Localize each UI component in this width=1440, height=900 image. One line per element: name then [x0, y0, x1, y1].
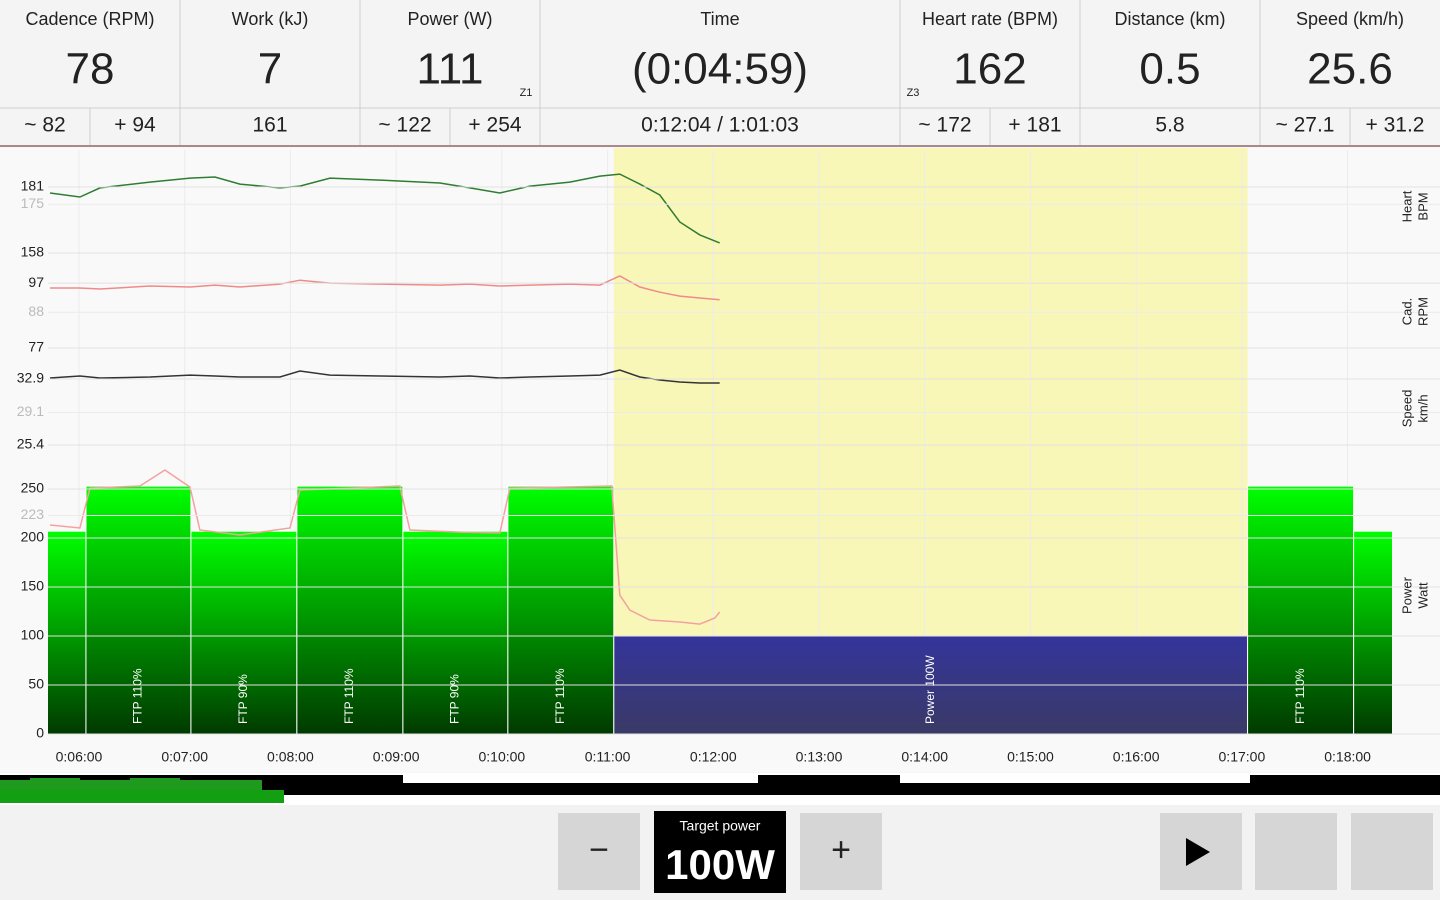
plot: FTP 110% FTP 90% FTP 110% FTP 90% FTP 110% Po… [17, 148, 1440, 765]
interval-bar [48, 530, 87, 735]
metric-value: 0.5 [1139, 45, 1200, 94]
interval-label: Power 100W [923, 655, 937, 724]
interval-label: FTP 90% [236, 674, 250, 724]
x-tick-label: 0:12:00 [690, 749, 737, 765]
y-tick-label: 77 [28, 339, 44, 355]
interval-label: FTP 110% [553, 668, 567, 724]
skip-button[interactable] [1160, 813, 1242, 890]
x-tick-label: 0:15:00 [1007, 749, 1054, 765]
metric-sub: 161 [252, 114, 287, 137]
x-tick-label: 0:10:00 [478, 749, 525, 765]
metric-label: Cadence (RPM) [25, 9, 154, 29]
y-tick-label: 0 [36, 725, 44, 741]
x-tick-label: 0:07:00 [161, 749, 208, 765]
y-tick-label: 250 [21, 480, 45, 496]
interval-label: FTP 110% [1293, 668, 1307, 724]
header-bg [0, 0, 1440, 146]
x-tick-label: 0:08:00 [267, 749, 314, 765]
avg-tick-label: 88 [28, 303, 44, 319]
x-tick-label: 0:06:00 [56, 749, 103, 765]
panel-name: BPM [1415, 192, 1430, 220]
zone-label: Z3 [907, 87, 920, 99]
avg-tick-label: 175 [21, 195, 45, 211]
metric-sub: + 181 [1008, 114, 1061, 137]
progress-bar [0, 773, 1440, 805]
metric-label: Time [700, 9, 739, 29]
stop-button[interactable] [1351, 813, 1433, 890]
metric-value: 7 [258, 45, 282, 94]
metric-sub: 5.8 [1155, 114, 1184, 137]
interval-bar [296, 485, 404, 735]
metric-sub: + 31.2 [1366, 114, 1425, 137]
y-tick-label: 100 [21, 627, 45, 643]
data-line [49, 469, 721, 625]
y-tick-label: 50 [28, 676, 44, 692]
metric-value: 78 [66, 45, 115, 94]
y-tick-label: 150 [21, 578, 45, 594]
metric-sub: + 254 [468, 114, 521, 137]
data-line [49, 173, 720, 244]
x-tick-label: 0:13:00 [796, 749, 843, 765]
data-line [49, 369, 720, 384]
panel-name: km/h [1415, 394, 1430, 422]
interval-label: FTP 110% [342, 668, 356, 724]
metric-label: Distance (km) [1114, 9, 1225, 29]
metric-label: Speed (km/h) [1296, 9, 1404, 29]
metric-sub: ~ 172 [918, 114, 971, 137]
interval-bar [190, 530, 298, 735]
panel-name: Speed [1399, 390, 1414, 428]
avg-tick-label: 29.1 [17, 403, 44, 419]
x-tick-label: 0:17:00 [1219, 749, 1266, 765]
interval-bar [1247, 485, 1355, 735]
panel-name: Cad. [1399, 298, 1414, 325]
x-tick-label: 0:14:00 [901, 749, 948, 765]
metric-sub: ~ 27.1 [1276, 114, 1335, 137]
avg-tick-label: 223 [21, 506, 45, 522]
metric-label: Power (W) [408, 9, 493, 29]
y-tick-label: 25.4 [17, 436, 44, 452]
interval-bar [85, 485, 192, 735]
x-tick-label: 0:11:00 [585, 749, 631, 765]
metric-value: (0:04:59) [632, 45, 808, 94]
metric-value: 25.6 [1307, 45, 1393, 94]
metric-sub: 0:12:04 / 1:01:03 [641, 114, 799, 137]
pause-button[interactable] [1255, 813, 1337, 890]
minus-label: − [589, 831, 609, 869]
metric-sub: + 94 [114, 114, 156, 137]
y-tick-label: 200 [21, 529, 45, 545]
y-tick-label: 181 [21, 178, 45, 194]
minus-button[interactable]: − [558, 813, 640, 890]
metric-value: 111 [417, 45, 484, 94]
panel-name: Power [1399, 576, 1414, 614]
metric-value: 162 [953, 45, 1026, 94]
panel-name: Heart [1399, 190, 1414, 222]
panel-name: Watt [1415, 582, 1430, 609]
metric-label: Work (kJ) [232, 9, 309, 29]
metric-sub: ~ 122 [378, 114, 431, 137]
interval-bar [402, 530, 509, 735]
x-tick-label: 0:16:00 [1113, 749, 1160, 765]
target-label: Target power [680, 818, 761, 834]
x-tick-label: 0:18:00 [1324, 749, 1371, 765]
interval-bar [1353, 530, 1392, 735]
plus-button[interactable]: + [800, 813, 882, 890]
data-line [50, 275, 720, 301]
plus-label: + [831, 831, 851, 869]
y-tick-label: 32.9 [17, 370, 44, 386]
header: Cadence (RPM) 78~ 82 + 94 Work (kJ) 7 161 Powe… [0, 0, 1440, 147]
target-power: Target power 100W [654, 811, 786, 893]
metric-label: Heart rate (BPM) [922, 9, 1058, 29]
interval-label: FTP 110% [131, 668, 145, 724]
interval-label: FTP 90% [448, 674, 462, 724]
x-tick-label: 0:09:00 [373, 749, 420, 765]
y-tick-label: 97 [28, 274, 44, 290]
target-value: 100W [665, 841, 775, 888]
metric-sub: ~ 82 [24, 114, 65, 137]
y-tick-label: 158 [21, 244, 45, 260]
interval-bar [507, 485, 615, 735]
panel-name: RPM [1415, 297, 1430, 326]
zone-label: Z1 [520, 87, 533, 99]
